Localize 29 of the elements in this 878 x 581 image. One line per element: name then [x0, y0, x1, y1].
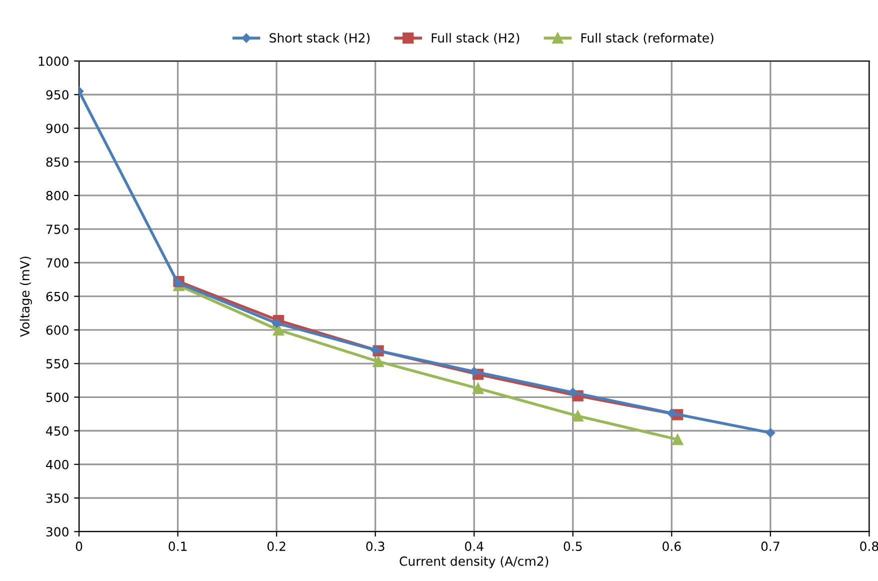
y-tick-label: 1000	[38, 56, 68, 66]
y-tick-label: 550	[46, 359, 68, 368]
y-tick-label: 600	[46, 325, 68, 335]
x-tick-label: 0.4	[465, 542, 484, 552]
legend-label: Full stack (reformate)	[581, 32, 714, 44]
legend-label: Short stack (H2)	[270, 32, 370, 44]
y-axis-title: Voltage (mV)	[20, 256, 32, 337]
x-tick-label: 0.3	[366, 542, 384, 552]
legend-label: Full stack (H2)	[432, 32, 520, 44]
y-tick-label: 900	[46, 124, 68, 134]
y-tick-label: 450	[46, 426, 68, 436]
x-tick-label: 0.5	[564, 542, 582, 552]
x-tick-label: 0	[76, 542, 82, 552]
x-axis-title: Current density (A/cm2)	[400, 556, 548, 568]
y-tick-label: 800	[46, 190, 68, 200]
y-tick-label: 650	[46, 292, 68, 302]
x-tick-label: 0.1	[168, 542, 187, 552]
x-tick-label: 0.2	[267, 542, 286, 552]
x-tick-label: 0.7	[761, 542, 780, 552]
y-tick-label: 300	[46, 527, 68, 537]
y-tick-label: 700	[46, 258, 68, 268]
y-tick-label: 750	[46, 224, 68, 234]
x-tick-label: 0.8	[860, 542, 878, 552]
y-tick-label: 500	[46, 392, 68, 402]
y-tick-label: 400	[46, 460, 68, 470]
y-tick-label: 350	[46, 493, 68, 503]
y-tick-label: 850	[46, 157, 68, 167]
x-tick-label: 0.6	[662, 542, 681, 552]
y-tick-label: 950	[46, 90, 68, 100]
